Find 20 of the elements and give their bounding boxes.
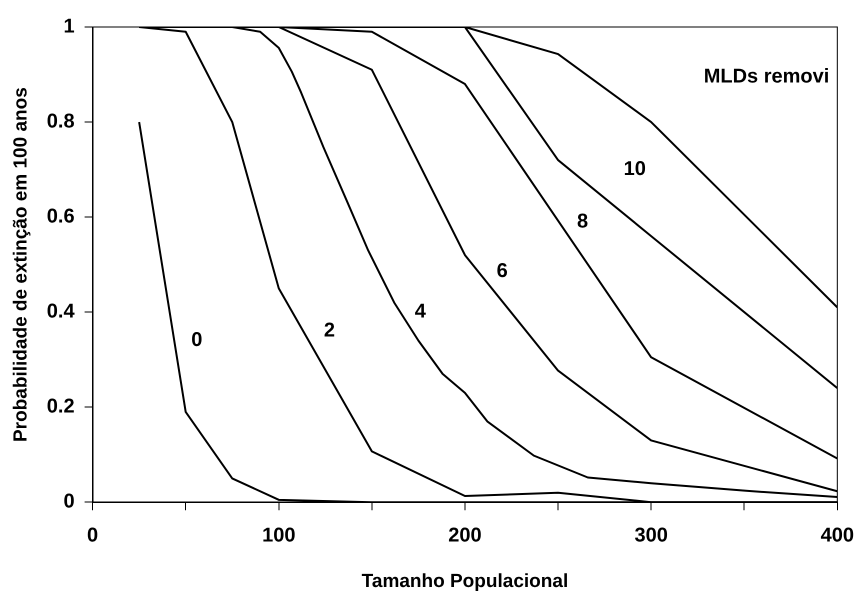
x-tick-label: 400: [820, 524, 854, 547]
series-label: 2: [324, 320, 335, 342]
x-tick-label: 200: [448, 524, 482, 547]
x-tick-label: 300: [634, 524, 668, 547]
annotation: MLDs removi: [704, 66, 830, 88]
y-axis-title: Probabilidade de extinção em 100 anos: [10, 87, 32, 442]
x-tick-label: 100: [262, 524, 296, 547]
y-tick-label: 0: [63, 490, 75, 513]
series-label: 0: [191, 329, 202, 352]
y-tick-label: 0.4: [46, 300, 76, 323]
y-tick-label: 0.6: [46, 206, 75, 228]
x-axis-title: Tamanho Populacional: [362, 570, 568, 592]
x-tick-label: 0: [87, 524, 98, 547]
y-tick-label: 1: [63, 16, 75, 38]
series-label: 4: [414, 300, 427, 323]
y-tick-label: 0.2: [46, 396, 75, 418]
y-tick-label: 0.8: [46, 110, 75, 133]
series-label: 10: [624, 158, 646, 180]
series-label: 8: [577, 210, 588, 232]
series-label: 6: [496, 260, 508, 282]
